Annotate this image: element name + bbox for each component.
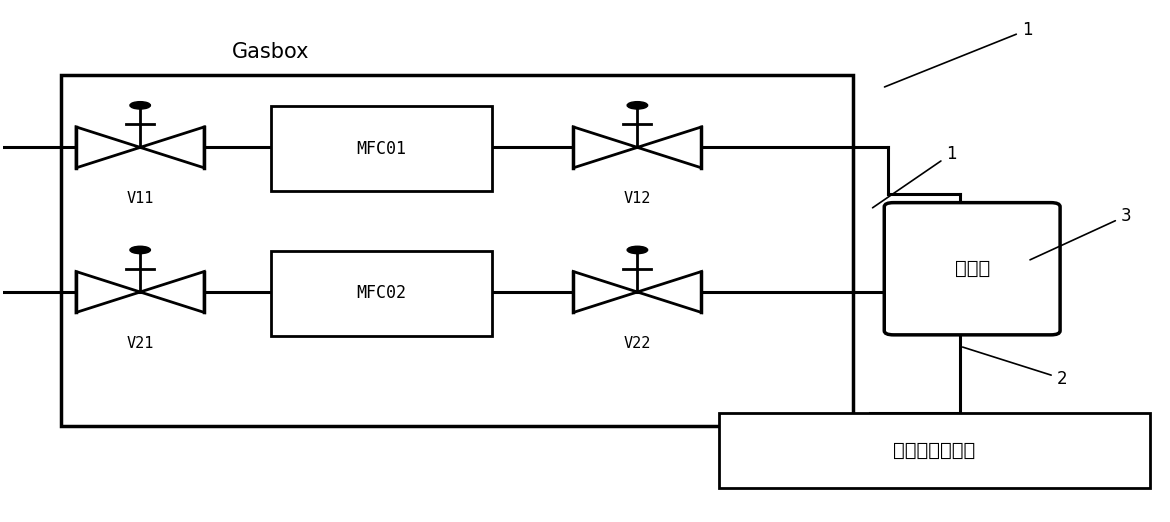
Polygon shape <box>140 271 205 313</box>
Polygon shape <box>573 271 638 313</box>
Polygon shape <box>638 127 702 168</box>
Text: V21: V21 <box>126 336 154 351</box>
Text: 3: 3 <box>1030 207 1131 260</box>
Text: MFC01: MFC01 <box>356 140 406 158</box>
Ellipse shape <box>627 102 648 109</box>
Polygon shape <box>76 271 140 313</box>
Ellipse shape <box>627 246 648 254</box>
Polygon shape <box>573 127 638 168</box>
Ellipse shape <box>130 246 151 254</box>
Bar <box>270 106 491 191</box>
Text: V11: V11 <box>126 192 154 206</box>
Text: 混合腔: 混合腔 <box>955 259 990 278</box>
Text: V22: V22 <box>624 336 651 351</box>
Text: Gasbox: Gasbox <box>232 42 309 62</box>
Bar <box>270 251 491 336</box>
Text: 1: 1 <box>873 145 957 208</box>
Polygon shape <box>638 271 702 313</box>
Text: MFC02: MFC02 <box>356 284 406 302</box>
Bar <box>61 75 853 426</box>
FancyBboxPatch shape <box>885 203 1060 335</box>
Ellipse shape <box>130 102 151 109</box>
Polygon shape <box>76 127 140 168</box>
Text: 2: 2 <box>963 347 1067 387</box>
Bar <box>718 413 1150 488</box>
Text: 1: 1 <box>885 21 1032 87</box>
Text: 腔室的气体入口: 腔室的气体入口 <box>893 441 976 460</box>
Text: V12: V12 <box>624 192 651 206</box>
Polygon shape <box>140 127 205 168</box>
